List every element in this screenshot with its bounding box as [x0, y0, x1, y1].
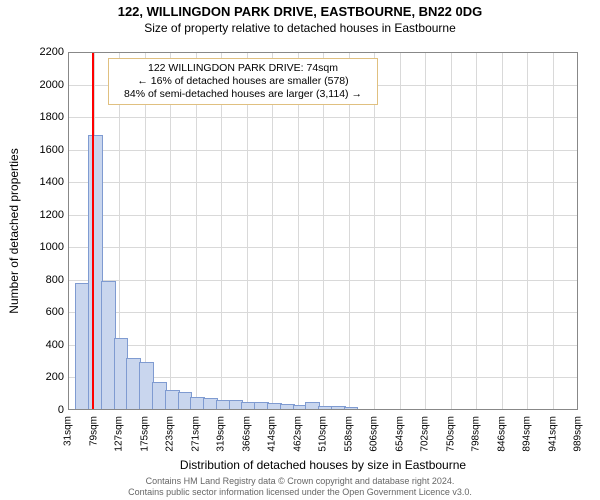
- x-tick-label: 750sqm: [445, 416, 456, 452]
- y-tick-label: 0: [4, 404, 64, 416]
- page-title: 122, WILLINGDON PARK DRIVE, EASTBOURNE, …: [0, 0, 600, 19]
- x-tick-label: 175sqm: [139, 416, 150, 452]
- x-tick-label: 606sqm: [369, 416, 380, 452]
- x-tick-label: 462sqm: [292, 416, 303, 452]
- x-tick-label: 798sqm: [471, 416, 482, 452]
- y-tick-label: 1800: [4, 111, 64, 123]
- x-tick-label: 79sqm: [88, 416, 99, 446]
- chart-container: 122, WILLINGDON PARK DRIVE, EASTBOURNE, …: [0, 0, 600, 500]
- annotation-box: 122 WILLINGDON PARK DRIVE: 74sqm ← 16% o…: [108, 58, 378, 105]
- x-axis-label: Distribution of detached houses by size …: [68, 458, 578, 472]
- x-tick-label: 702sqm: [420, 416, 431, 452]
- x-tick-label: 366sqm: [241, 416, 252, 452]
- x-tick-label: 510sqm: [318, 416, 329, 452]
- x-tick-label: 31sqm: [63, 416, 74, 446]
- x-tick-label: 414sqm: [267, 416, 278, 452]
- annotation-line-3: 84% of semi-detached houses are larger (…: [115, 88, 371, 101]
- annotation-line-1: 122 WILLINGDON PARK DRIVE: 74sqm: [115, 62, 371, 75]
- x-tick-label: 654sqm: [394, 416, 405, 452]
- footer: Contains HM Land Registry data © Crown c…: [0, 476, 600, 498]
- x-tick-label: 127sqm: [114, 416, 125, 452]
- plot-area: [68, 52, 578, 410]
- y-axis-label: Number of detached properties: [7, 148, 21, 313]
- histogram-bar: [344, 407, 359, 409]
- x-tick-label: 558sqm: [343, 416, 354, 452]
- x-tick-label: 319sqm: [216, 416, 227, 452]
- y-tick-label: 2000: [4, 79, 64, 91]
- footer-line-2: Contains public sector information licen…: [0, 487, 600, 498]
- x-tick-label: 941sqm: [547, 416, 558, 452]
- y-tick-label: 400: [4, 339, 64, 351]
- y-tick-label: 2200: [4, 46, 64, 58]
- x-tick-label: 223sqm: [165, 416, 176, 452]
- page-subtitle: Size of property relative to detached ho…: [0, 19, 600, 35]
- footer-line-1: Contains HM Land Registry data © Crown c…: [0, 476, 600, 487]
- x-tick-label: 894sqm: [522, 416, 533, 452]
- x-tick-label: 989sqm: [573, 416, 584, 452]
- marker-line: [92, 53, 94, 409]
- x-tick-label: 271sqm: [190, 416, 201, 452]
- y-tick-label: 200: [4, 371, 64, 383]
- x-tick-label: 846sqm: [496, 416, 507, 452]
- annotation-line-2: ← 16% of detached houses are smaller (57…: [115, 75, 371, 88]
